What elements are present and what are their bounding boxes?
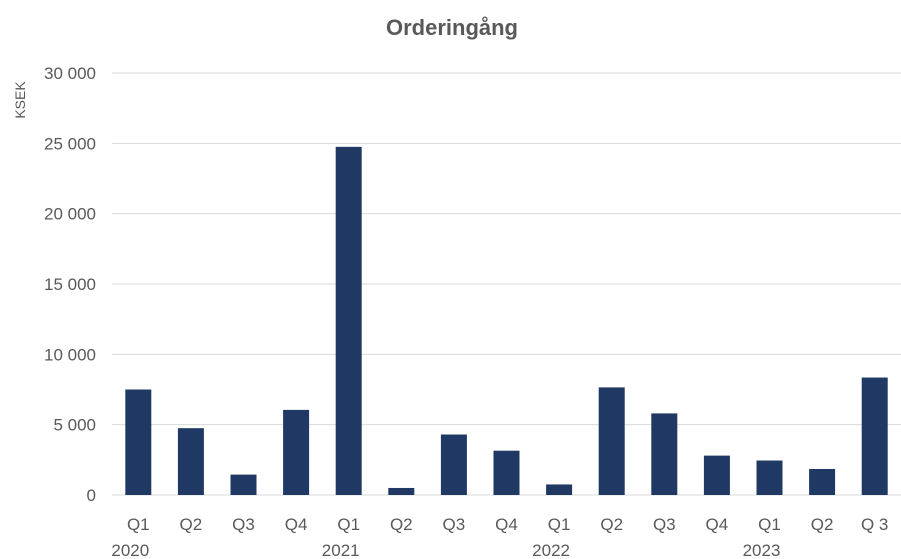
x-tick-label: Q2 [811,515,834,534]
bar [598,387,625,495]
bar [651,413,678,495]
y-tick-label: 25 000 [44,134,96,153]
bar [283,409,310,495]
y-tick-label: 20 000 [44,205,96,224]
year-label: 2022 [532,541,570,559]
x-tick-label: Q1 [758,515,781,534]
bar [177,428,204,495]
bar [388,487,415,495]
x-axis-ticks: Q1 Q2 Q3 Q4 Q1 Q2 Q3 Q4 Q1 Q2 Q3 Q4 Q1 Q2 Q 3 [127,515,888,534]
x-tick-label: Q1 [548,515,571,534]
bar [335,146,362,495]
bars [125,146,888,495]
year-label: 2020 [111,541,149,559]
x-tick-label: Q2 [600,515,623,534]
year-label: 2023 [743,541,781,559]
y-axis-label: KSEK [12,81,28,119]
x-tick-label: Q4 [495,515,518,534]
y-tick-label: 15 000 [44,275,96,294]
bar [546,484,573,495]
y-axis-ticks: 0 5 000 10 000 15 000 20 000 25 000 30 000 [44,64,96,505]
chart-title: Orderingång [386,15,518,40]
bar [125,389,152,495]
x-tick-label: Q1 [337,515,360,534]
y-tick-label: 5 000 [53,416,96,435]
bar [230,474,257,495]
x-tick-label: Q 3 [861,515,888,534]
x-tick-label: Q1 [127,515,150,534]
x-axis-year-labels: 2020 2021 2022 2023 [111,541,780,559]
x-tick-label: Q2 [390,515,413,534]
x-tick-label: Q3 [443,515,466,534]
bar [703,455,730,495]
bar [440,434,467,495]
x-tick-label: Q4 [706,515,729,534]
y-tick-label: 30 000 [44,64,96,83]
x-tick-label: Q2 [180,515,203,534]
bar [809,468,836,495]
y-tick-label: 10 000 [44,345,96,364]
x-tick-label: Q4 [285,515,308,534]
bar [861,377,888,495]
x-tick-label: Q3 [232,515,255,534]
gridlines [112,72,901,496]
year-label: 2021 [322,541,360,559]
bar [756,460,783,495]
y-tick-label: 0 [87,486,96,505]
x-tick-label: Q3 [653,515,676,534]
bar [493,450,520,495]
